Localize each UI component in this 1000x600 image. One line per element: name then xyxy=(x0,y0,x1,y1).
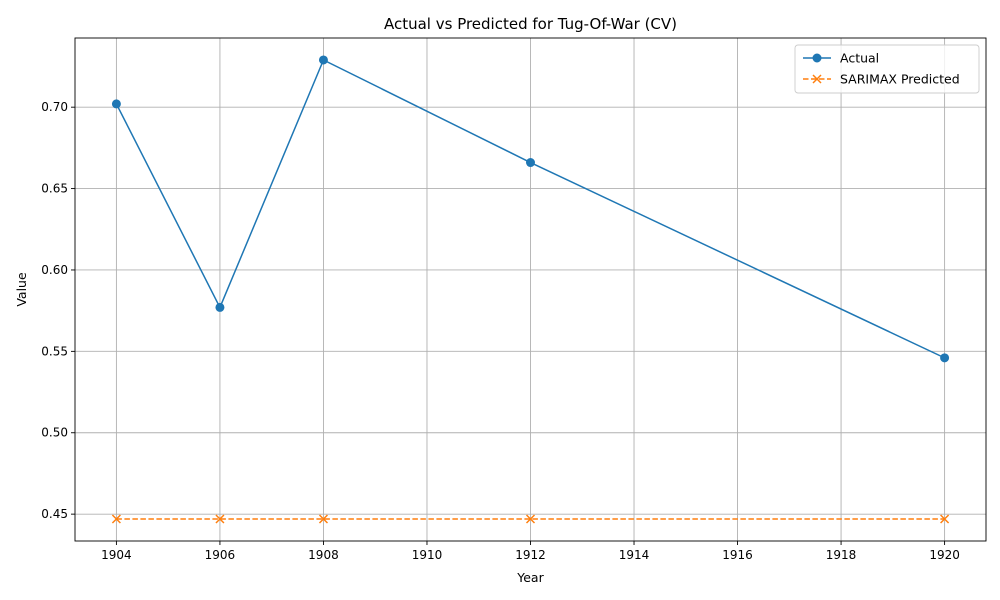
x-marker-stroke xyxy=(215,514,225,524)
data-point-sarimax-predicted xyxy=(525,514,536,524)
data-point-actual xyxy=(215,302,225,312)
x-tick-label: 1918 xyxy=(826,548,857,562)
x-marker-stroke xyxy=(525,514,536,524)
data-point-sarimax-predicted xyxy=(940,514,950,524)
legend-label-actual: Actual xyxy=(840,51,879,66)
x-tick-label: 1910 xyxy=(412,548,443,562)
y-tick-label: 0.65 xyxy=(41,182,68,196)
x-tick-label: 1906 xyxy=(205,548,236,562)
data-point-actual xyxy=(526,158,535,168)
data-point-actual xyxy=(318,55,328,65)
legend-entries: Actual SARIMAX Predicted xyxy=(803,51,960,87)
x-marker-stroke xyxy=(111,514,121,524)
data-point-actual xyxy=(111,99,121,109)
data-point-sarimax-predicted xyxy=(111,514,121,524)
data-point-sarimax-predicted xyxy=(215,514,225,524)
x-tick-label: 1908 xyxy=(308,548,339,562)
series-sarimax-predicted xyxy=(111,514,950,524)
grid-lines xyxy=(75,38,986,541)
data-point-actual xyxy=(940,353,950,363)
series-actual xyxy=(111,55,950,363)
legend: Actual SARIMAX Predicted xyxy=(794,44,980,94)
x-axis-label: Year xyxy=(516,570,544,585)
legend-box xyxy=(794,44,980,94)
x-axis-ticks: 1904 1906 1908 1910 1912 1914 1916 1918 1920 xyxy=(101,541,960,562)
x-tick-label: 1914 xyxy=(619,548,650,562)
y-tick-label: 0.60 xyxy=(41,263,68,277)
series-layer xyxy=(111,55,950,524)
legend-entry-actual: Actual xyxy=(803,51,879,66)
x-tick-label: 1904 xyxy=(101,548,132,562)
x-tick-label: 1920 xyxy=(929,548,960,562)
data-point-sarimax-predicted xyxy=(318,514,328,524)
x-marker-stroke xyxy=(940,514,950,524)
legend-marker-sarimax-predicted xyxy=(812,74,822,84)
x-marker-stroke xyxy=(812,74,822,84)
y-axis-ticks: 0.45 0.50 0.55 0.60 0.65 0.70 xyxy=(41,100,75,521)
chart-title: Actual vs Predicted for Tug-Of-War (CV) xyxy=(384,15,677,33)
y-tick-label: 0.50 xyxy=(41,426,68,440)
legend-entry-sarimax-predicted: SARIMAX Predicted xyxy=(803,72,960,87)
y-tick-label: 0.55 xyxy=(41,344,68,358)
x-marker-stroke xyxy=(318,514,328,524)
y-axis-label: Value xyxy=(14,272,29,307)
x-tick-label: 1916 xyxy=(722,548,753,562)
legend-label-sarimax-predicted: SARIMAX Predicted xyxy=(840,72,960,87)
legend-marker-actual xyxy=(812,53,822,63)
x-tick-label: 1912 xyxy=(515,548,546,562)
y-tick-label: 0.45 xyxy=(41,507,68,521)
y-tick-label: 0.70 xyxy=(41,100,68,114)
